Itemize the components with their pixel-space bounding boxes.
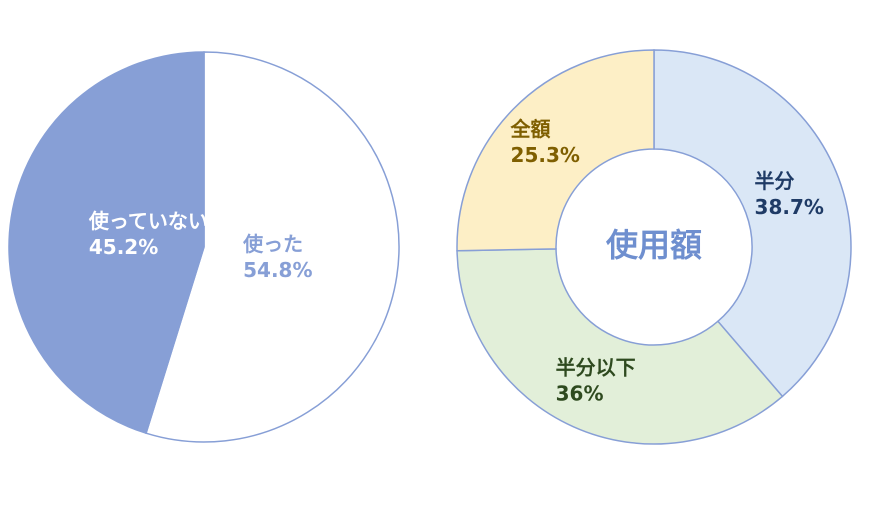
slice: [456, 49, 655, 252]
slice-label: 全額: [510, 117, 551, 141]
value-label: 25.3%: [511, 143, 580, 167]
slice-label: 半分以下: [556, 355, 636, 379]
value-label: 54.8%: [243, 258, 312, 282]
value-label: 36%: [556, 381, 604, 405]
slice: [456, 248, 784, 445]
slice: [8, 51, 205, 435]
slice-label: 半分: [755, 169, 795, 193]
slice-label: 使っていない: [88, 209, 208, 233]
value-label: 38.7%: [755, 195, 824, 219]
center-label: 使用額: [605, 226, 702, 264]
slice: [653, 49, 852, 398]
value-label: 45.2%: [89, 235, 158, 259]
slice: [145, 51, 400, 443]
slice-label: 使った: [242, 232, 303, 256]
